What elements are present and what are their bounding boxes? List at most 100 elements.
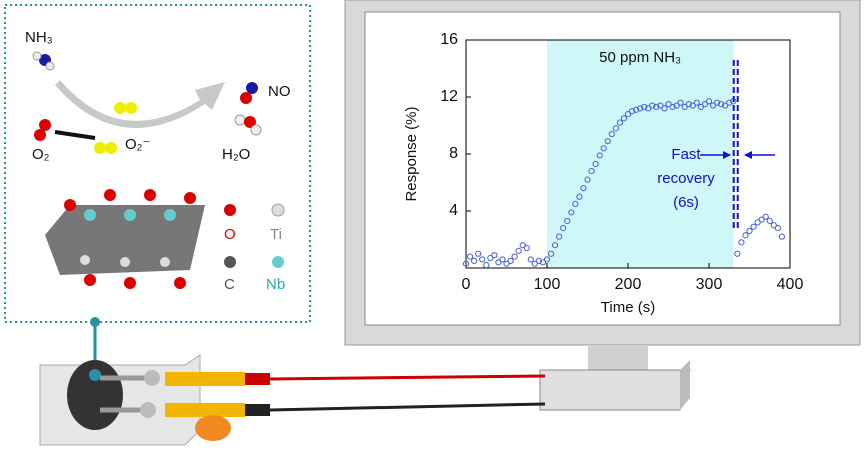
point: [624, 111, 632, 118]
label: H₂O: [222, 146, 250, 163]
arrow: [54, 130, 96, 140]
callout-text: recovery: [657, 170, 715, 187]
y-tick-label: 8: [449, 145, 458, 162]
point: [503, 260, 510, 267]
point: [572, 200, 579, 207]
monitor-base-side: [680, 360, 690, 410]
point: [750, 223, 757, 230]
point: [556, 233, 563, 240]
point: [471, 257, 478, 264]
point: [778, 233, 786, 240]
legend-label: Nb: [266, 276, 285, 293]
point: [531, 260, 538, 267]
label: O₂⁻: [125, 136, 150, 153]
point: [689, 102, 696, 109]
point: [499, 256, 506, 263]
point: [515, 247, 522, 254]
point: [665, 101, 672, 108]
point: [649, 102, 656, 109]
point: [661, 105, 668, 112]
point: [547, 250, 555, 257]
plug: [245, 373, 270, 385]
point: [487, 254, 494, 262]
point: [612, 125, 619, 132]
point: [491, 252, 498, 259]
chart: 0 100 200 300 400 4 8 12 16 Time (s) Response (%) 5…: [403, 31, 803, 316]
point: [722, 102, 729, 109]
point: [527, 256, 534, 263]
point: [714, 99, 721, 106]
point: [539, 259, 547, 266]
x-tick-label: 300: [696, 276, 723, 293]
point: [479, 256, 486, 263]
point: [774, 225, 781, 232]
legend-label: C: [224, 276, 235, 293]
point: [580, 185, 587, 192]
legend-label: Ti: [270, 226, 282, 243]
connector-dot: [90, 317, 100, 327]
point: [535, 257, 543, 264]
point: [576, 193, 583, 200]
point: [766, 217, 773, 225]
callout-text: Fast: [671, 146, 701, 163]
reaction-arrow: [55, 80, 225, 128]
point: [552, 242, 559, 249]
clip: [165, 372, 245, 386]
point: [628, 108, 636, 115]
point: [596, 152, 603, 159]
crystal: [45, 189, 285, 289]
legend-label: O: [224, 226, 236, 243]
point: [762, 213, 769, 220]
point: [742, 232, 749, 239]
point: [669, 103, 676, 111]
point: [592, 160, 599, 168]
monitor-base: [539, 369, 691, 411]
point: [588, 168, 595, 175]
detail-panel: [4, 4, 311, 323]
point: [645, 105, 652, 112]
clip: [165, 403, 245, 417]
label: NH₃: [25, 29, 53, 46]
point: [560, 225, 567, 232]
x-axis-label: Time (s): [601, 299, 655, 316]
y-tick-label: 16: [440, 31, 458, 48]
pad: [144, 370, 160, 386]
point: [564, 217, 571, 225]
point: [746, 227, 753, 235]
point: [685, 101, 692, 108]
y-axis-label: Response (%): [403, 106, 420, 201]
point: [734, 250, 741, 257]
x-tick-label: 0: [462, 276, 471, 293]
point: [495, 259, 502, 266]
point: [709, 102, 717, 109]
x-tick-label: 200: [615, 276, 642, 293]
label: O₂: [32, 146, 50, 163]
point: [677, 99, 684, 106]
x-tick-label: 100: [534, 276, 561, 293]
point: [616, 119, 624, 126]
point: [673, 102, 680, 109]
point: [770, 222, 777, 229]
point: [681, 103, 688, 111]
y-tick-label: 4: [449, 202, 458, 219]
arrow-head: [744, 151, 752, 159]
point: [620, 115, 628, 122]
point: [466, 253, 474, 260]
point: [511, 253, 518, 260]
point: [738, 239, 745, 246]
point: [754, 219, 761, 226]
point: [718, 101, 725, 108]
point: [600, 145, 607, 152]
point: [637, 105, 644, 112]
point: [507, 257, 514, 264]
point: [475, 250, 482, 257]
molecules: [32, 51, 262, 154]
wire: [269, 374, 546, 381]
point: [701, 101, 709, 108]
point: [705, 98, 713, 105]
label: NO: [268, 83, 291, 100]
wire: [269, 402, 546, 412]
sensor-dot: [89, 369, 101, 381]
point: [604, 138, 611, 145]
